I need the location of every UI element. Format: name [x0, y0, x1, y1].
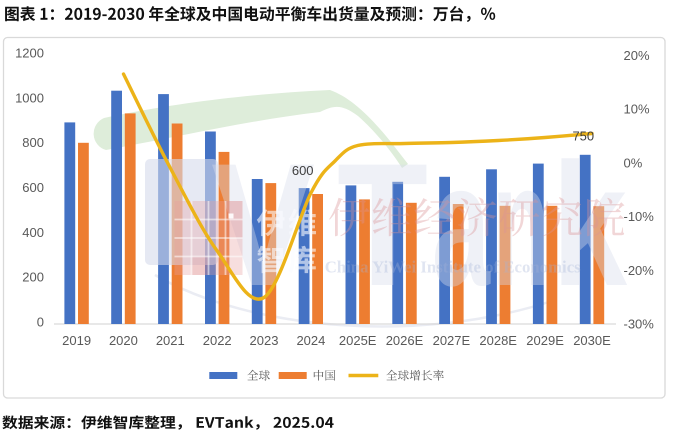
svg-text:2029E: 2029E [526, 333, 564, 348]
svg-text:2024: 2024 [296, 333, 325, 348]
svg-text:2030E: 2030E [573, 333, 611, 348]
svg-text:750: 750 [572, 128, 594, 143]
svg-text:k: k [552, 128, 628, 323]
svg-text:n: n [492, 128, 550, 323]
svg-text:2019: 2019 [62, 333, 91, 348]
svg-text:200: 200 [22, 270, 44, 285]
svg-text:2027E: 2027E [433, 333, 471, 348]
svg-text:800: 800 [22, 135, 44, 150]
svg-text:0: 0 [37, 315, 44, 330]
svg-text:10%: 10% [624, 102, 650, 117]
svg-text:China YiWei Institute of Econo: China YiWei Institute of Economics [325, 258, 581, 277]
svg-text:600: 600 [22, 180, 44, 195]
svg-text:-10%: -10% [624, 209, 655, 224]
svg-text:2026E: 2026E [386, 333, 424, 348]
svg-text:-30%: -30% [624, 317, 655, 332]
svg-text:2028E: 2028E [479, 333, 517, 348]
svg-text:1000: 1000 [15, 90, 44, 105]
svg-text:2022: 2022 [203, 333, 232, 348]
svg-text:-20%: -20% [624, 263, 655, 278]
svg-text:2021: 2021 [156, 333, 185, 348]
svg-text:1200: 1200 [15, 46, 44, 61]
svg-text:2020: 2020 [109, 333, 138, 348]
svg-text:T: T [337, 128, 428, 323]
svg-text:a: a [432, 128, 491, 323]
svg-text:600: 600 [292, 163, 314, 178]
svg-text:20%: 20% [624, 48, 650, 63]
svg-text:2023: 2023 [250, 333, 279, 348]
svg-text:400: 400 [22, 225, 44, 240]
svg-text:2025E: 2025E [339, 333, 377, 348]
svg-text:0%: 0% [624, 155, 643, 170]
